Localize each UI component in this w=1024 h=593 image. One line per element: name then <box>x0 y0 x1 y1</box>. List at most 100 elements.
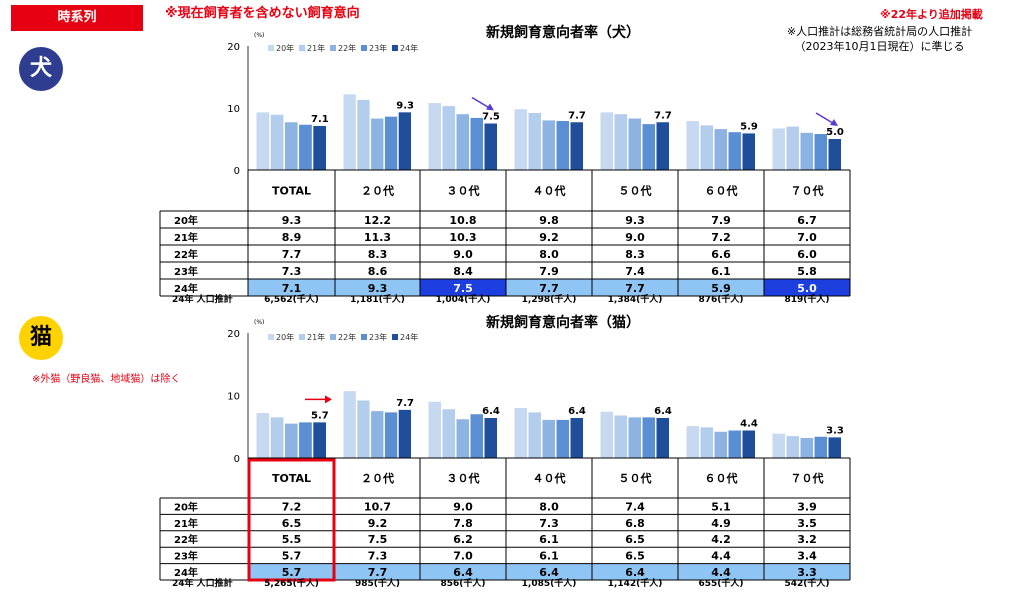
population-value: 1,142(千人) <box>608 577 663 589</box>
highlight-cell <box>764 279 850 296</box>
table-cell-value: 5.7 <box>282 566 302 579</box>
table-category-header: ６０代 <box>705 184 738 198</box>
table-row-label: 23年 <box>174 550 198 563</box>
data-label: 7.7 <box>654 110 672 121</box>
table-row-label: 23年 <box>174 265 198 278</box>
bar <box>398 112 411 170</box>
table-cell-value: 5.9 <box>711 282 731 295</box>
table-cell-value: 8.3 <box>625 248 645 261</box>
bar <box>828 437 841 458</box>
table-cell-value: 7.3 <box>282 265 302 278</box>
legend-swatch <box>330 334 336 340</box>
table-cell-value: 5.8 <box>797 265 817 278</box>
table-cell-value: 9.3 <box>368 282 388 295</box>
bar <box>656 418 669 458</box>
table-cell-value: 6.6 <box>711 248 731 261</box>
note-population-line-2: （2023年10月1日現在）に準じる <box>794 40 965 53</box>
table-cell-value: 10.3 <box>449 231 476 244</box>
chart-title: 新規飼育意向者率（犬） <box>486 24 640 41</box>
y-unit-label: (%) <box>254 319 264 326</box>
table-cell-value: 7.4 <box>625 500 645 513</box>
cat-icon: 猫 <box>19 316 63 360</box>
y-unit-label: (%) <box>254 32 264 39</box>
table-cell-value: 9.2 <box>539 231 559 244</box>
bar <box>600 112 613 170</box>
legend-swatch <box>299 334 305 340</box>
bar <box>528 412 541 458</box>
highlight-cell <box>420 563 506 580</box>
table-cell-value: 7.0 <box>797 231 817 244</box>
table-row-label: 22年 <box>174 533 198 546</box>
table-cell-value: 4.9 <box>711 517 731 530</box>
table-cell-value: 6.1 <box>711 265 731 278</box>
table-cell-value: 6.1 <box>539 550 559 563</box>
highlight-cell <box>248 563 335 580</box>
table-cell-value: 5.0 <box>797 282 817 295</box>
population-value: 856(千人) <box>440 577 485 589</box>
bar <box>542 120 555 170</box>
highlight-cell <box>592 563 678 580</box>
bar <box>814 134 827 170</box>
bar <box>270 417 284 458</box>
table-cell-value: 7.2 <box>282 500 302 513</box>
data-label: 5.9 <box>740 121 758 132</box>
highlight-cell <box>420 279 506 296</box>
bar <box>700 125 713 170</box>
table-row-label: 22年 <box>174 248 198 261</box>
table-cell-value: 8.3 <box>368 248 388 261</box>
bar <box>814 436 827 458</box>
table-category-header: ５０代 <box>619 471 652 485</box>
bar <box>614 415 627 458</box>
legend-swatch <box>330 45 336 51</box>
bar <box>786 126 799 170</box>
table-cell-value: 3.3 <box>797 566 817 579</box>
bar <box>714 431 727 458</box>
bar <box>284 122 298 170</box>
population-value: 1,181(千人) <box>350 293 405 305</box>
bar <box>642 124 655 170</box>
y-tick-label: 10 <box>227 392 240 403</box>
bar <box>299 124 312 170</box>
data-label: 5.7 <box>311 410 329 421</box>
population-value: 655(千人) <box>698 577 743 589</box>
table-cell-value: 8.0 <box>539 500 559 513</box>
bar <box>600 411 613 458</box>
table-cell-value: 9.2 <box>368 517 388 530</box>
table-cell-value: 8.4 <box>453 265 473 278</box>
bar <box>728 132 741 170</box>
bar <box>313 422 326 458</box>
population-value: 5,265(千人) <box>264 577 319 589</box>
table-cell-value: 7.7 <box>625 282 645 295</box>
table-cell-value: 6.4 <box>539 566 559 579</box>
legend-swatch <box>392 45 398 51</box>
table-cell-value: 7.7 <box>539 282 559 295</box>
table-cell-value: 3.2 <box>797 533 817 546</box>
bar <box>371 411 384 458</box>
bar <box>470 414 483 458</box>
highlight-cell <box>764 563 850 580</box>
legend-label: 20年 <box>276 43 294 53</box>
table-cell-value: 5.7 <box>282 550 302 563</box>
table-cell-value: 12.2 <box>364 214 391 227</box>
table-cell-value: 3.9 <box>797 500 817 513</box>
bar <box>628 417 641 458</box>
bar <box>556 121 569 170</box>
legend-swatch <box>268 334 274 340</box>
highlight-cell <box>678 563 764 580</box>
bar <box>514 109 527 170</box>
highlight-cell <box>506 563 592 580</box>
bar <box>357 400 370 458</box>
table-cell-value: 3.5 <box>797 517 817 530</box>
table-cell-value: 5.1 <box>711 500 731 513</box>
table-cell-value: 7.5 <box>368 533 388 546</box>
table-cell-value: 7.8 <box>453 517 473 530</box>
table-cell-value: 8.9 <box>282 231 302 244</box>
table-cell-value: 6.8 <box>625 517 645 530</box>
population-label: 24年 人口推計 <box>172 577 233 589</box>
highlight-cell <box>592 279 678 296</box>
table-category-header: ３０代 <box>447 184 480 198</box>
data-label: 9.3 <box>396 100 414 111</box>
bar <box>728 430 741 458</box>
table-cell-value: 6.5 <box>282 517 302 530</box>
